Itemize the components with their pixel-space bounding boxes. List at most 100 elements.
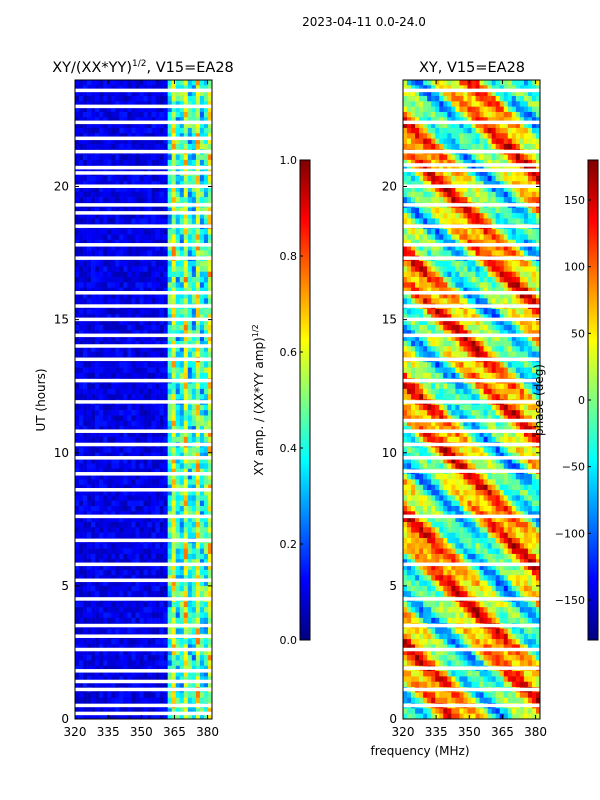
amp-cell [175,410,181,416]
amp-cell [139,564,144,571]
amp-cell [147,543,152,549]
amp-cell [95,617,100,624]
phase-cell [439,80,444,86]
amp-cell [143,511,148,517]
amp-cell [179,319,185,326]
amp-cell [99,580,104,587]
amp-cell [167,639,173,645]
phase-cell [499,80,505,86]
amp-cell [195,591,201,597]
phase-cell [507,127,513,134]
phase-cell [475,90,480,97]
amp-cell [79,234,84,241]
amp-cell [207,213,213,219]
amp-cell [75,511,80,517]
amp-cell [171,298,177,304]
amp-cell [163,95,168,102]
amp-cell [115,575,120,581]
amp-cell [195,101,201,107]
amp-cell [119,681,124,688]
phase-cell [467,154,472,161]
amp-cell [195,239,201,246]
amp-cell [127,665,132,672]
amp-cell [103,511,108,517]
amp-cell [183,415,189,422]
amp-cell [87,495,92,501]
amp-cell [123,239,128,246]
phase-cell [443,127,448,134]
amp-cell [87,697,92,704]
amp-cell [111,101,116,107]
amp-cell [103,298,108,304]
amp-cell [127,644,132,651]
amp-cell [167,665,173,672]
amp-cell [135,186,140,193]
amp-cell [83,543,88,549]
amp-cell [139,308,144,315]
amp-cell [143,463,148,470]
amp-cell [171,639,177,645]
phase-cell [459,154,464,161]
amp-cell [131,639,136,645]
amp-cell [107,591,112,597]
amp-cell [187,436,193,443]
phase-cell [519,159,525,166]
phase-cell [419,181,424,187]
amp-cell [147,655,152,661]
amp-cell [187,713,193,720]
amp-cell [159,463,164,470]
amp-cell [119,607,124,613]
amp-cell [127,639,132,645]
amp-cell [83,271,88,278]
amp-cell [83,660,88,667]
phase-cell [471,95,476,102]
amp-cell [119,122,124,129]
amp-cell [159,468,164,475]
amp-cell [131,511,136,517]
amp-cell [159,713,164,720]
amp-cell [199,410,205,416]
amp-cell [127,474,132,480]
amp-cell [119,660,124,667]
amp-cell [159,665,164,672]
amp-cell [191,676,197,683]
amp-cell [103,468,108,475]
amp-cell [119,234,124,241]
amp-cell [207,346,213,352]
phase-cell [499,111,505,118]
amp-cell [127,106,132,113]
phase-cell [455,80,460,86]
phase-cell [471,101,476,107]
amp-cell [175,277,181,283]
amp-cell [127,697,132,704]
amp-cell [99,127,104,134]
amp-cell [183,245,189,251]
amp-cell [111,436,116,443]
amp-cell [179,420,185,427]
amp-cell [159,372,164,379]
amp-cell [159,591,164,597]
amp-cell [183,420,189,427]
phase-cell [423,111,428,118]
amp-cell [151,133,156,139]
amp-cell [143,671,148,677]
phase-cell [499,181,505,187]
phase-cell [407,133,412,139]
phase-cell [423,154,428,161]
amp-cell [207,282,213,288]
amp-cell [179,261,185,267]
amp-cell [151,80,156,86]
amp-cell [95,245,100,251]
amp-cell [115,474,120,480]
phase-cell [511,165,517,171]
phase-cell [443,95,448,102]
phase-cell [515,127,521,134]
amp-cell [103,181,108,187]
amp-cell [99,639,104,645]
amp-cell [123,569,128,576]
phase-cell [475,106,480,113]
amp-cell [79,191,84,198]
phase-cell [479,143,484,150]
phase-cell [479,159,484,166]
phase-cell [439,181,444,187]
